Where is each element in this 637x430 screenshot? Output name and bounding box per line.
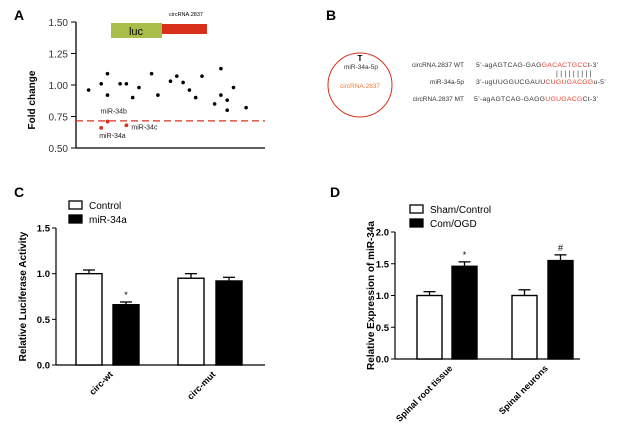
x-tick-label: circ-wt — [87, 369, 115, 397]
circle-mirna-label: miR-34a-5p — [344, 64, 378, 71]
sequence-suffix: Ct-3’ — [583, 96, 599, 103]
scatter-point — [137, 85, 141, 90]
bar — [451, 265, 478, 360]
scatter-point — [105, 93, 110, 97]
y-tick-label: 1.5 — [37, 224, 51, 235]
significance-mark: * — [124, 290, 128, 300]
sequence-row: 3’-ugUUGGUCGAUUCUGUGACGGu-5’ — [476, 79, 606, 86]
bar — [177, 277, 205, 366]
y-tick-label-a: 0.75 — [49, 113, 69, 124]
legend-swatch — [68, 200, 83, 210]
scatter-point — [181, 80, 185, 85]
y-tick-label-a: 1.50 — [49, 18, 69, 29]
scatter-point — [225, 98, 229, 102]
y-axis-title: Relative Expression of miR-34a — [366, 221, 377, 370]
y-tick-label: 1.0 — [37, 269, 50, 280]
bar — [547, 259, 574, 360]
inhibition-symbol: T — [358, 54, 363, 63]
legend-label: Control — [89, 201, 121, 212]
sequence-seed: GACACTGCC — [542, 62, 588, 69]
scatter-point — [212, 102, 217, 106]
sequence-name: circRNA.2837 WT — [412, 62, 464, 69]
sequence-seed: UGUGACG — [545, 96, 582, 103]
significance-mark: * — [463, 250, 467, 260]
legend-label: Com/OGD — [430, 219, 477, 230]
scatter-point — [219, 66, 223, 71]
y-tick-label: 2.0 — [376, 228, 389, 239]
bar — [75, 272, 103, 366]
bar — [511, 294, 538, 360]
scatter-point — [200, 74, 204, 78]
legend-swatch — [409, 204, 424, 214]
sequence-suffix: u-5’ — [593, 79, 606, 86]
sequence-name: miR-34a-5p — [430, 79, 464, 86]
scatter-point — [156, 93, 160, 97]
sequence-row: 5’-agAGTCAG-GAGGACACTGCCt-3’ — [476, 62, 599, 69]
scatter-point — [105, 71, 110, 76]
y-tick-label: 1.0 — [376, 291, 389, 302]
y-tick-label-a: 0.50 — [49, 144, 69, 155]
circle-circrna-label: circRNA.2837 — [340, 83, 380, 90]
base-pairing: ||||||||| — [556, 71, 594, 78]
y-tick-label: 0.5 — [376, 323, 390, 334]
bar — [416, 294, 443, 360]
sequence-name: circRNA.2837 MT — [413, 96, 464, 103]
luc-box — [111, 23, 162, 38]
highlight-point — [99, 125, 104, 130]
sequence-suffix: t-3’ — [588, 62, 599, 69]
scatter-point — [193, 95, 198, 100]
sequence-row: 5’-agAGTCAG-GAGGUGUGACGCt-3’ — [474, 96, 599, 103]
y-axis-title-a: Fold change — [27, 70, 38, 129]
panel-label-c: C — [14, 184, 24, 200]
y-tick-label: 0.5 — [37, 315, 51, 326]
scatter-point — [130, 95, 135, 100]
panel-label-a: A — [14, 7, 24, 23]
x-tick-label: Spinal neurons — [497, 363, 550, 416]
scatter-point — [118, 81, 122, 86]
panel-label-d: D — [330, 184, 340, 200]
bar — [112, 304, 140, 366]
scatter-point — [225, 108, 229, 112]
scatter-point — [187, 88, 192, 92]
y-tick-label-a: 1.25 — [49, 50, 69, 61]
scatter-point — [86, 88, 91, 92]
highlight-point — [124, 123, 129, 128]
y-tick-label: 1.5 — [376, 259, 390, 270]
sequence-prefix: 5’-agAGTCAG-GAGG — [474, 96, 545, 103]
circrna-label: circRNA.2837 — [169, 12, 203, 18]
highlight-label: miR-34c — [131, 124, 158, 131]
scatter-point — [124, 81, 129, 86]
circrna-circle — [327, 52, 393, 118]
sequence-seed: CUGUGACGG — [545, 79, 593, 86]
sequence-prefix: 5’-agAGTCAG-GAG — [476, 62, 542, 69]
y-tick-label: 0.0 — [376, 355, 389, 366]
highlight-point — [105, 119, 110, 124]
x-tick-label: Spinal root tissue — [394, 363, 454, 423]
legend-swatch — [68, 214, 83, 224]
significance-mark: # — [558, 243, 563, 253]
scatter-point — [219, 93, 223, 97]
circrna-box — [162, 24, 207, 34]
bar — [215, 280, 243, 366]
legend-label: Sham/Control — [430, 205, 491, 216]
highlight-label: miR-34a — [99, 133, 126, 140]
y-axis-title: Relative Luciferase Activity — [18, 231, 29, 361]
scatter-point — [168, 79, 173, 84]
legend-label: miR-34a — [89, 215, 127, 226]
scatter-point — [99, 81, 103, 86]
luc-label: luc — [129, 26, 144, 38]
x-tick-label: circ-mut — [185, 369, 217, 401]
y-tick-label-a: 1.00 — [49, 81, 69, 92]
scatter-point — [244, 105, 248, 110]
scatter-point — [149, 71, 154, 76]
highlight-label: miR-34b — [101, 109, 128, 116]
y-tick-label: 0.0 — [37, 361, 50, 372]
scatter-point — [231, 85, 236, 90]
legend-swatch — [409, 218, 424, 228]
sequence-prefix: 3’-ugUUGGUCGAUU — [476, 79, 545, 86]
panel-label-b: B — [326, 7, 336, 23]
scatter-point — [175, 74, 179, 78]
